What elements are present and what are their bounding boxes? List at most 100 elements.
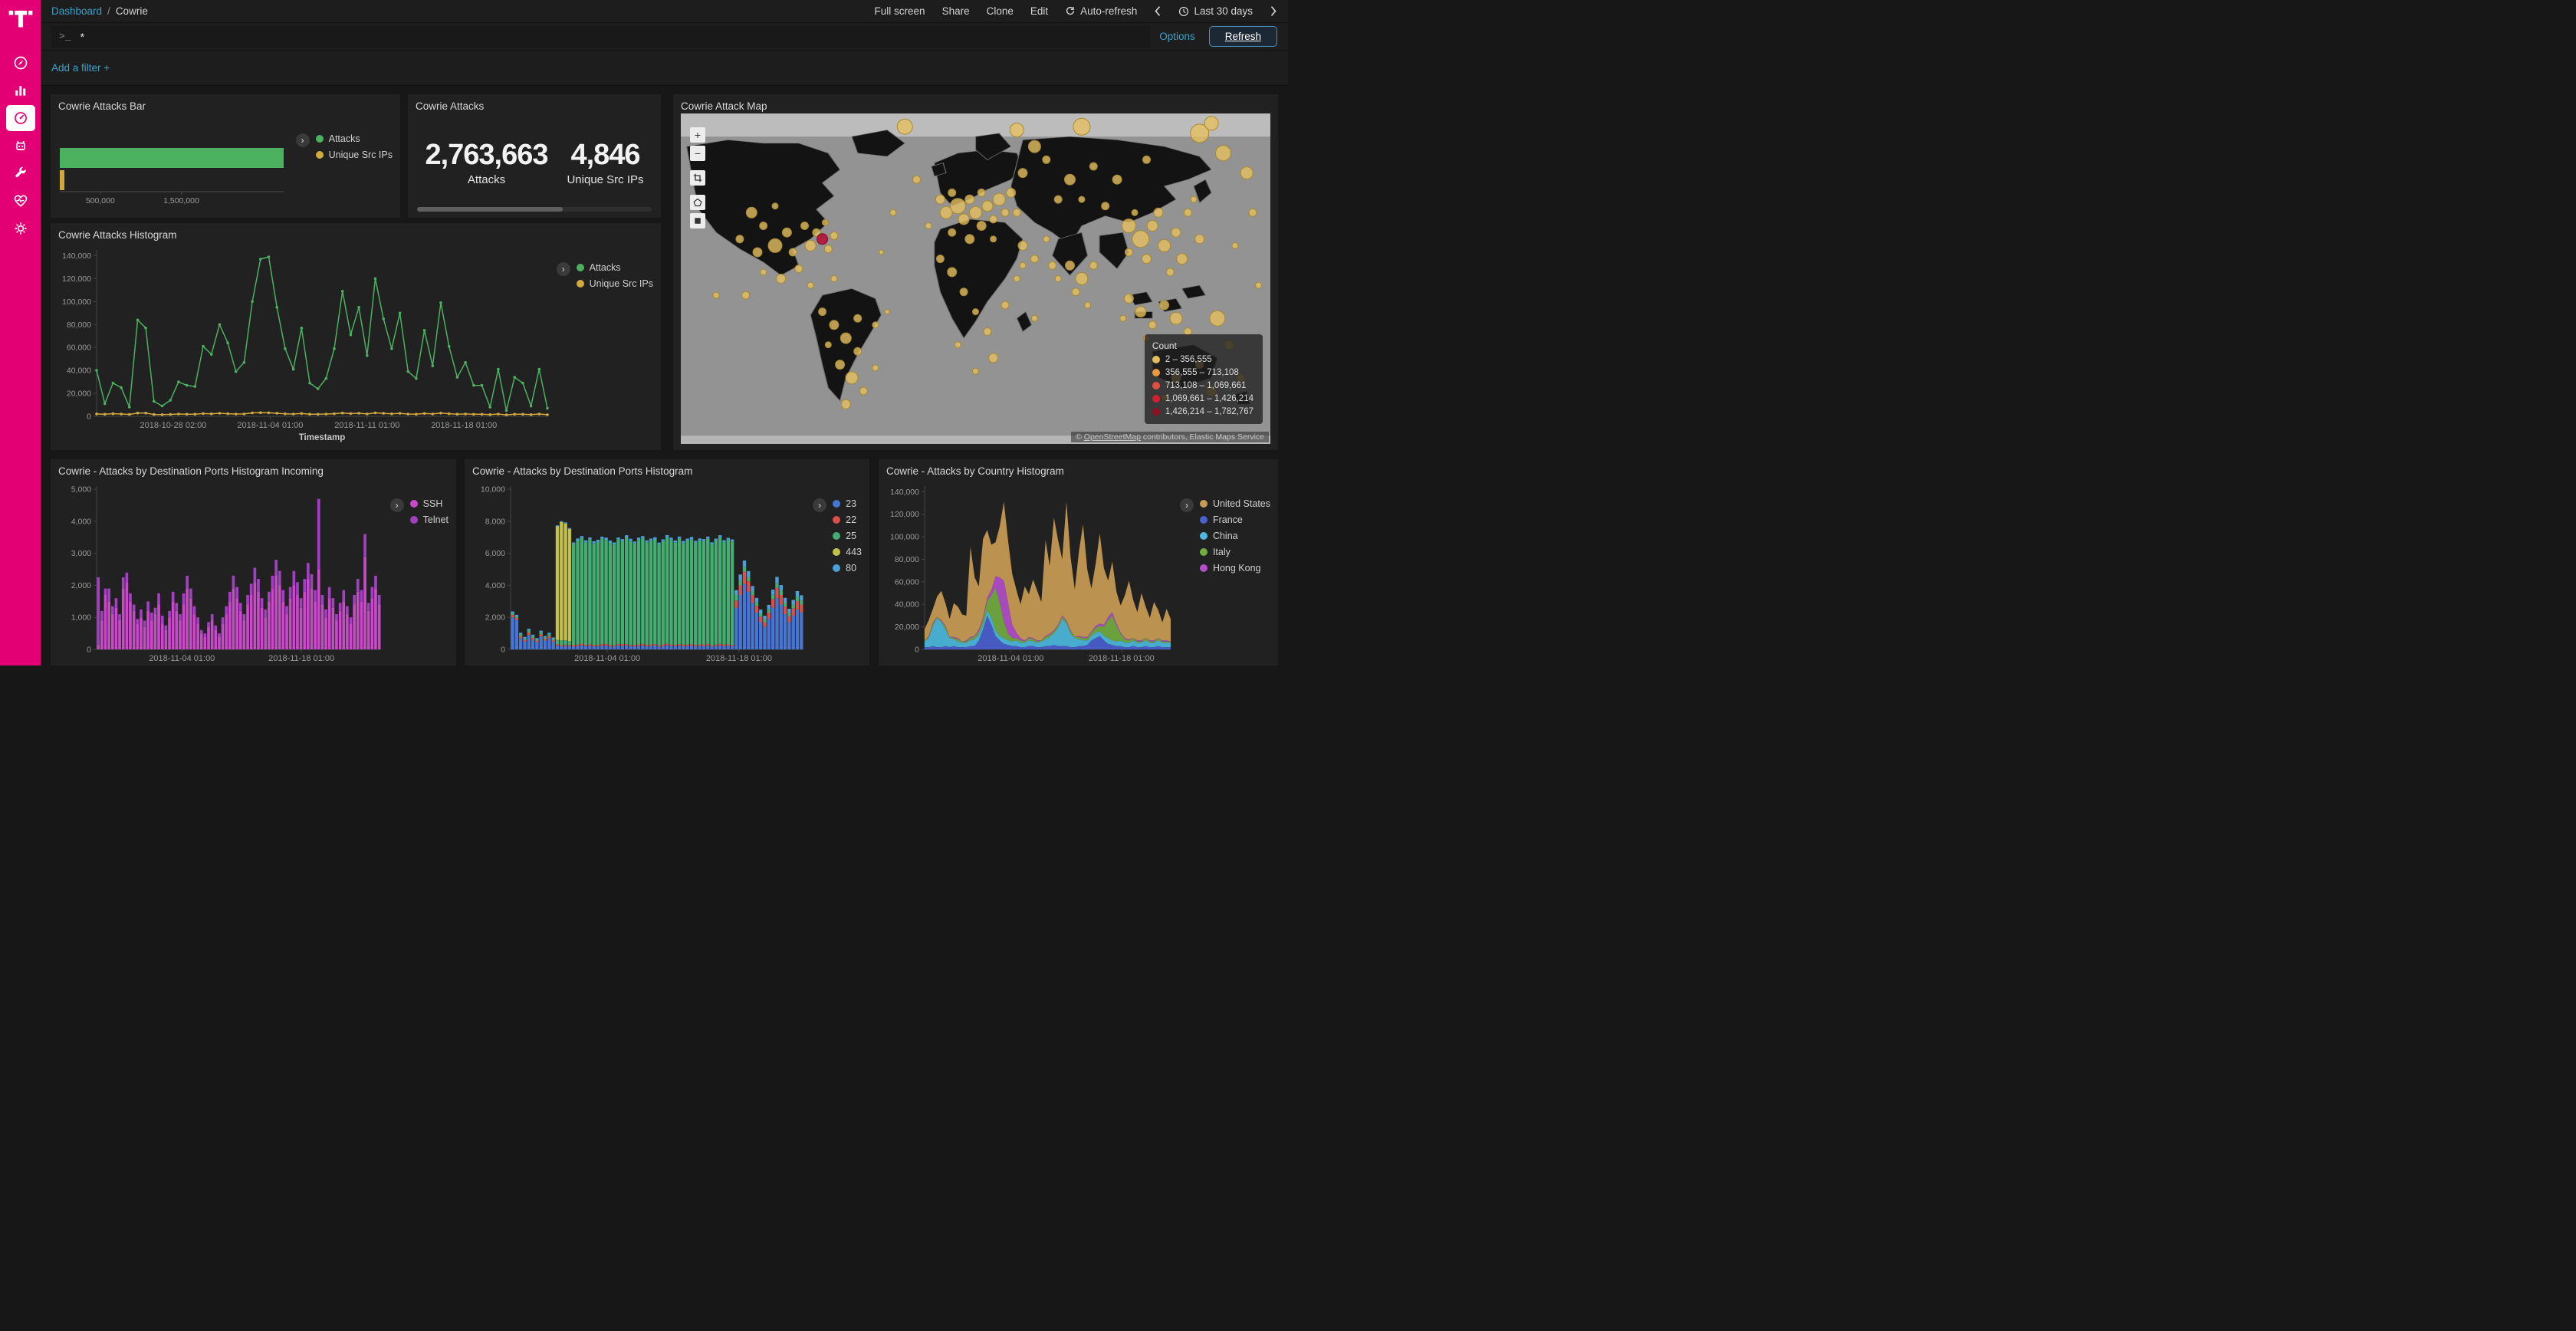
panel-attack-map: Cowrie Attack Map + − Count 2 – 356,555 3… (673, 94, 1278, 450)
map-rectangle-tool-button[interactable] (690, 213, 705, 228)
clone-button[interactable]: Clone (986, 5, 1014, 17)
map-fit-bounds-button[interactable] (690, 170, 705, 186)
sidebar-item-dashboard[interactable] (5, 105, 35, 131)
svg-text:2018-11-18 01:00: 2018-11-18 01:00 (268, 654, 334, 663)
time-back-chevron-icon[interactable] (1154, 5, 1162, 17)
svg-text:2018-11-04 01:00: 2018-11-04 01:00 (237, 421, 303, 430)
time-range-picker[interactable]: Last 30 days (1178, 5, 1253, 17)
legend-item[interactable]: Hong Kong (1199, 563, 1270, 573)
legend-item[interactable]: United States (1199, 498, 1270, 509)
legend-item[interactable]: China (1199, 531, 1270, 541)
metric-attacks: 2,763,663 Attacks (425, 139, 548, 186)
panel-country-histogram: Cowrie - Attacks by Country Histogram 0 2… (879, 459, 1278, 666)
legend-color-dot (833, 500, 841, 508)
share-button[interactable]: Share (941, 5, 970, 17)
legend-toggle-button[interactable]: › (813, 498, 827, 512)
svg-text:120,000: 120,000 (62, 274, 91, 284)
legend-toggle-button[interactable]: › (1179, 498, 1194, 512)
legend-color-dot (315, 135, 324, 143)
map-zoom-out-button[interactable]: − (690, 146, 705, 161)
sidebar-item-management-gear[interactable] (6, 215, 35, 242)
add-filter-link[interactable]: Add a filter + (51, 62, 110, 74)
sidebar-item-apm[interactable] (6, 133, 35, 159)
main-area: Dashboard / Cowrie Full screen Share Clo… (41, 0, 1288, 666)
legend-item[interactable]: 23 (833, 498, 862, 509)
full-screen-button[interactable]: Full screen (874, 5, 925, 17)
legend-color-dot (1199, 500, 1208, 508)
query-input[interactable]: >_ * (51, 25, 1151, 48)
country-histogram-legend: › United States France China Italy Hong Kong (1177, 478, 1270, 666)
legend-color-dot (833, 532, 841, 540)
legend-item[interactable]: Italy (1199, 547, 1270, 557)
query-value: * (80, 30, 85, 43)
attacks-bar-chart[interactable]: 500,000 1,500,000 (58, 113, 293, 212)
svg-text:2018-11-04 01:00: 2018-11-04 01:00 (149, 654, 215, 663)
metric-value: 2,763,663 (425, 139, 548, 171)
metric-scrollbar-thumb[interactable] (417, 207, 563, 212)
legend-color-dot (833, 516, 841, 524)
auto-refresh-button[interactable]: Auto-refresh (1065, 5, 1137, 17)
svg-text:1,000: 1,000 (71, 613, 91, 623)
svg-text:2018-11-04 01:00: 2018-11-04 01:00 (978, 654, 1043, 663)
legend-item[interactable]: 80 (833, 563, 862, 573)
svg-text:2,000: 2,000 (71, 581, 91, 590)
panel-ports-histogram: Cowrie - Attacks by Destination Ports Hi… (465, 459, 869, 666)
metric-scrollbar[interactable] (417, 207, 652, 212)
sidebar-item-visualize-chart[interactable] (6, 77, 35, 104)
map-zoom-in-button[interactable]: + (690, 127, 705, 143)
legend-item[interactable]: SSH (409, 498, 449, 509)
dashboard-icon (13, 110, 28, 126)
ports-incoming-chart[interactable]: 0 1,000 2,000 3,000 4,000 5,000 2018-11-04 01:… (58, 478, 387, 666)
t-mobile-logo[interactable] (8, 7, 33, 31)
ports-histogram-chart[interactable]: 0 2,000 4,000 6,000 8,000 10,000 2018-11-04 01… (472, 478, 810, 666)
query-options-link[interactable]: Options (1159, 31, 1195, 42)
breadcrumb-dashboard-link[interactable]: Dashboard (51, 5, 103, 17)
openstreetmap-link[interactable]: OpenStreetMap (1083, 432, 1141, 442)
map-attribution: © OpenStreetMap contributors, Elastic Ma… (1071, 432, 1269, 442)
legend-item[interactable]: 22 (833, 514, 862, 525)
map-polygon-tool-button[interactable] (690, 195, 705, 210)
legend-item[interactable]: Telnet (409, 514, 449, 525)
devtools-wrench-icon (13, 166, 28, 181)
panel-ports-incoming: Cowrie - Attacks by Destination Ports Hi… (51, 459, 456, 666)
legend-item[interactable]: Unique Src IPs (576, 278, 653, 289)
attacks-histogram-chart[interactable]: 0 20,000 40,000 60,000 80,000 100,000 120,000 1… (58, 242, 554, 444)
legend-toggle-button[interactable]: › (389, 498, 404, 512)
svg-text:5,000: 5,000 (71, 485, 91, 495)
legend-toggle-button[interactable]: › (295, 133, 310, 147)
svg-text:80,000: 80,000 (67, 320, 91, 330)
legend-item[interactable]: Attacks (576, 262, 653, 273)
map-legend-row: 1,426,214 – 1,782,767 (1152, 407, 1254, 416)
panel-attacks-metric: Cowrie Attacks 2,763,663 Attacks 4,846 U… (408, 94, 661, 218)
ports-histogram-legend: › 23 22 25 443 80 (810, 478, 862, 666)
svg-text:2018-10-28 02:00: 2018-10-28 02:00 (140, 421, 207, 430)
svg-text:Timestamp: Timestamp (299, 433, 346, 442)
crop-icon (693, 173, 702, 182)
svg-text:500,000: 500,000 (86, 196, 115, 205)
legend-toggle-button[interactable]: › (556, 262, 570, 276)
time-forward-chevron-icon[interactable] (1270, 5, 1277, 17)
svg-text:6,000: 6,000 (485, 549, 505, 558)
svg-text:4,000: 4,000 (485, 581, 505, 590)
svg-text:20,000: 20,000 (67, 389, 91, 399)
breadcrumb-current: Cowrie (115, 5, 148, 17)
visualize-chart-icon (13, 83, 28, 98)
legend-item[interactable]: 443 (833, 547, 862, 557)
ports-incoming-legend: › SSH Telnet (387, 478, 449, 666)
sidebar-nav (5, 50, 35, 243)
legend-item[interactable]: Attacks (315, 133, 393, 144)
svg-text:10,000: 10,000 (481, 485, 505, 495)
svg-text:2018-11-18 01:00: 2018-11-18 01:00 (706, 654, 772, 663)
refresh-button[interactable]: Refresh (1208, 26, 1277, 47)
legend-color-dot (409, 516, 418, 524)
legend-item[interactable]: France (1199, 514, 1270, 525)
sidebar-item-discover-compass[interactable] (6, 50, 35, 76)
svg-text:0: 0 (87, 412, 91, 422)
legend-color-dot (1199, 532, 1208, 540)
edit-button[interactable]: Edit (1030, 5, 1049, 17)
sidebar-item-devtools-wrench[interactable] (6, 160, 35, 186)
legend-item[interactable]: 25 (833, 531, 862, 541)
legend-item[interactable]: Unique Src IPs (315, 150, 393, 160)
country-histogram-chart[interactable]: 0 20,000 40,000 60,000 80,000 100,000 120,000 1… (886, 478, 1177, 666)
sidebar-item-monitoring-heartbeat[interactable] (6, 188, 35, 214)
